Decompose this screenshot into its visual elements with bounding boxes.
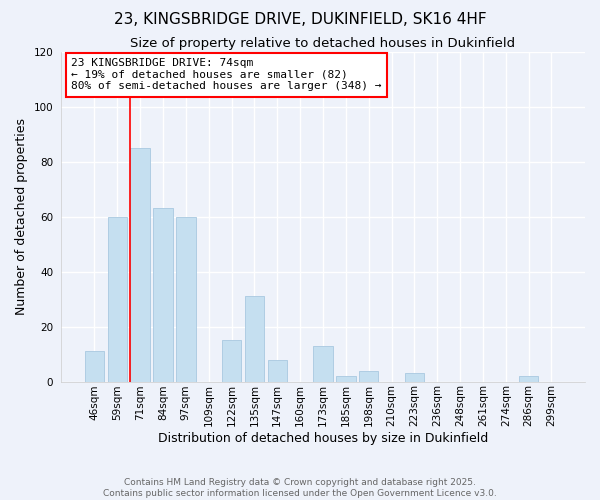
Bar <box>222 340 241 382</box>
Bar <box>154 208 173 382</box>
Y-axis label: Number of detached properties: Number of detached properties <box>15 118 28 315</box>
Bar <box>107 216 127 382</box>
Bar <box>130 148 150 382</box>
Bar <box>268 360 287 382</box>
Bar <box>359 370 379 382</box>
Text: 23, KINGSBRIDGE DRIVE, DUKINFIELD, SK16 4HF: 23, KINGSBRIDGE DRIVE, DUKINFIELD, SK16 … <box>113 12 487 28</box>
Text: 23 KINGSBRIDGE DRIVE: 74sqm
← 19% of detached houses are smaller (82)
80% of sem: 23 KINGSBRIDGE DRIVE: 74sqm ← 19% of det… <box>71 58 382 92</box>
Title: Size of property relative to detached houses in Dukinfield: Size of property relative to detached ho… <box>130 38 515 51</box>
Bar <box>519 376 538 382</box>
X-axis label: Distribution of detached houses by size in Dukinfield: Distribution of detached houses by size … <box>158 432 488 445</box>
Bar <box>404 374 424 382</box>
Bar <box>85 352 104 382</box>
Bar <box>245 296 264 382</box>
Text: Contains HM Land Registry data © Crown copyright and database right 2025.
Contai: Contains HM Land Registry data © Crown c… <box>103 478 497 498</box>
Bar <box>336 376 356 382</box>
Bar <box>313 346 332 382</box>
Bar <box>176 216 196 382</box>
